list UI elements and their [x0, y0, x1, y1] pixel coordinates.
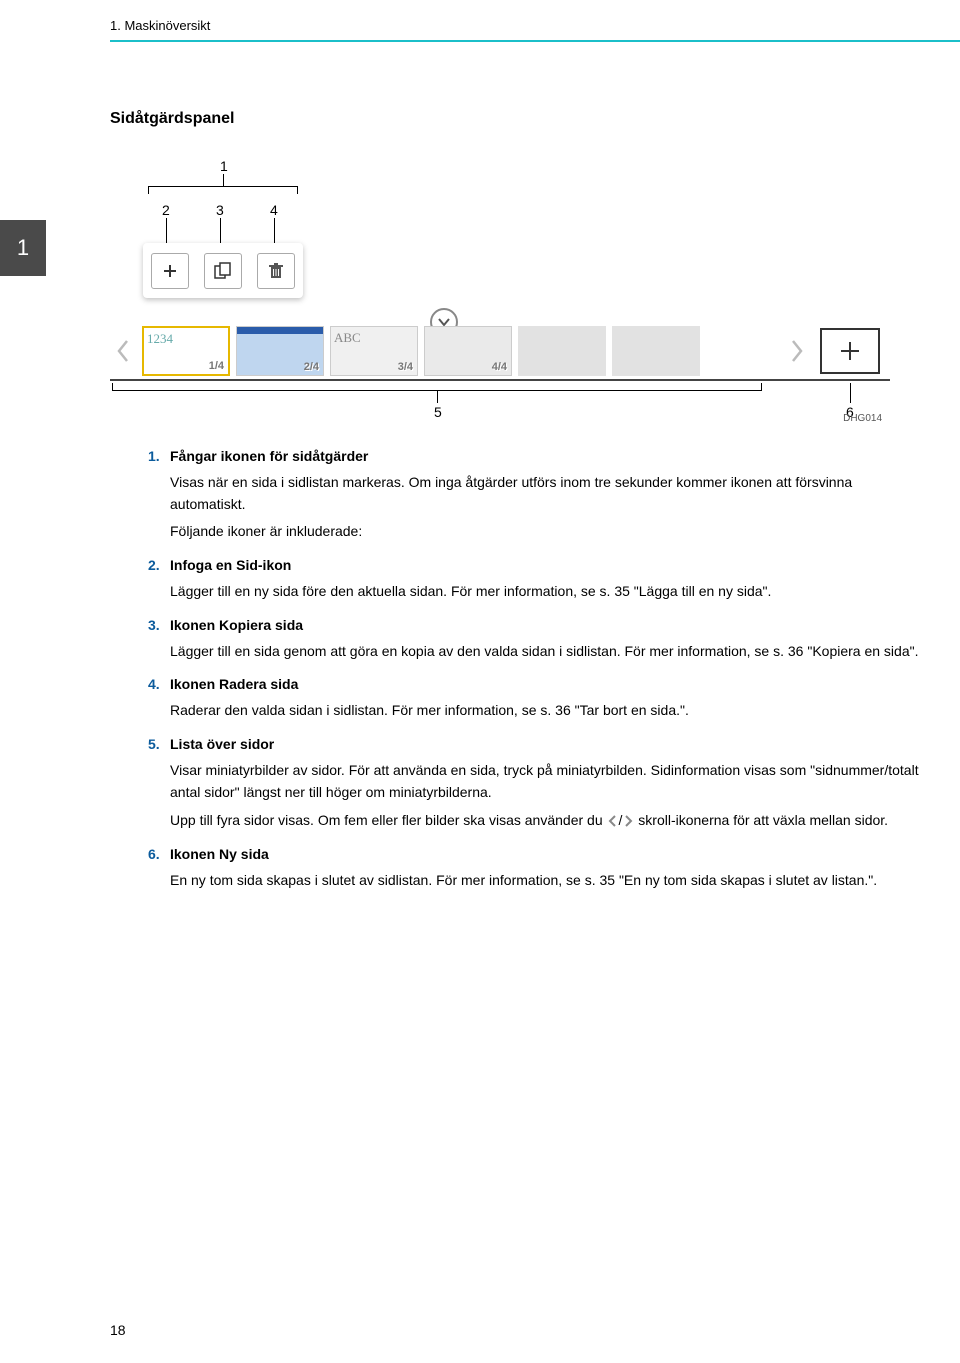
item-body: Upp till fyra sidor visas. Om fem eller … [170, 810, 920, 832]
action-popup [143, 243, 303, 298]
callout-1: 1 [220, 158, 228, 174]
list-item: 5.Lista över sidor Visar miniatyrbilder a… [148, 736, 920, 832]
item-title: Infoga en Sid-ikon [170, 557, 291, 573]
delete-page-icon[interactable] [257, 253, 295, 289]
list-item: 6.Ikonen Ny sida En ny tom sida skapas i … [148, 846, 920, 892]
thumb-pagenum: 4/4 [492, 361, 507, 373]
list-item: 1.Fångar ikonen för sidåtgärder Visas när… [148, 448, 920, 543]
thumbnail-list: 1234 1/4 2/4 ABC 3/4 4/4 [142, 326, 700, 376]
thumbnail-2[interactable]: 2/4 [236, 326, 324, 376]
thumb-pagenum: 1/4 [209, 360, 224, 372]
thumbnail-4[interactable]: 4/4 [424, 326, 512, 376]
chevron-right-icon[interactable] [784, 339, 810, 363]
thumb-text: 1234 [147, 331, 173, 347]
callout-5: 5 [434, 404, 442, 420]
item-title: Ikonen Ny sida [170, 846, 269, 862]
bracket-1 [148, 186, 298, 194]
list-item: 2.Infoga en Sid-ikon Lägger till en ny si… [148, 557, 920, 603]
item-body: Raderar den valda sidan i sidlistan. För… [170, 700, 920, 722]
callout-4: 4 [270, 202, 278, 218]
callout-line [437, 391, 438, 403]
chevron-left-icon[interactable] [110, 339, 136, 363]
diagram: 1 2 3 4 [110, 158, 890, 418]
item-body: Visas när en sida i sidlistan markeras. … [170, 472, 920, 515]
item-number: 3. [148, 617, 170, 633]
header-rule [110, 40, 960, 42]
item-number: 1. [148, 448, 170, 464]
item-number: 4. [148, 676, 170, 692]
item-body: En ny tom sida skapas i slutet av sidlis… [170, 870, 920, 892]
item-title: Ikonen Kopiera sida [170, 617, 303, 633]
item-number: 5. [148, 736, 170, 752]
item-title: Lista över sidor [170, 736, 274, 752]
thumb-pagenum: 3/4 [398, 361, 413, 373]
bracket-5 [112, 383, 762, 391]
thumb-text: ABC [334, 330, 361, 346]
copy-page-icon[interactable] [204, 253, 242, 289]
header-chapter: 1. Maskinöversikt [110, 18, 210, 33]
new-page-button[interactable] [820, 328, 880, 374]
callout-line [223, 174, 224, 186]
numbered-list: 1.Fångar ikonen för sidåtgärder Visas när… [148, 448, 920, 891]
item-title: Fångar ikonen för sidåtgärder [170, 448, 368, 464]
item-number: 6. [148, 846, 170, 862]
page-strip: 1234 1/4 2/4 ABC 3/4 4/4 [110, 323, 890, 381]
thumbnail-3[interactable]: ABC 3/4 [330, 326, 418, 376]
item-title: Ikonen Radera sida [170, 676, 298, 692]
callout-2: 2 [162, 202, 170, 218]
subtitle: Sidåtgärdspanel [110, 110, 920, 128]
thumbnail-blank[interactable] [612, 326, 700, 376]
item-body: Lägger till en sida genom att göra en ko… [170, 641, 920, 663]
callout-line [850, 383, 851, 403]
item-number: 2. [148, 557, 170, 573]
item-body: Visar miniatyrbilder av sidor. För att a… [170, 760, 920, 803]
item-body: Följande ikoner är inkluderade: [170, 521, 920, 543]
list-item: 3.Ikonen Kopiera sida Lägger till en sida… [148, 617, 920, 663]
callout-3: 3 [216, 202, 224, 218]
section-tab: 1 [0, 220, 46, 276]
item-body: Lägger till en ny sida före den aktuella… [170, 581, 920, 603]
list-item: 4.Ikonen Radera sida Raderar den valda si… [148, 676, 920, 722]
content: Sidåtgärdspanel 1 2 3 4 [110, 110, 920, 905]
diagram-code: DHG014 [843, 413, 882, 424]
thumbnail-1[interactable]: 1234 1/4 [142, 326, 230, 376]
chevron-pair-icon: / [607, 810, 635, 832]
thumb-pagenum: 2/4 [304, 361, 319, 373]
insert-page-icon[interactable] [151, 253, 189, 289]
thumbnail-blank[interactable] [518, 326, 606, 376]
page-number: 18 [110, 1322, 126, 1338]
